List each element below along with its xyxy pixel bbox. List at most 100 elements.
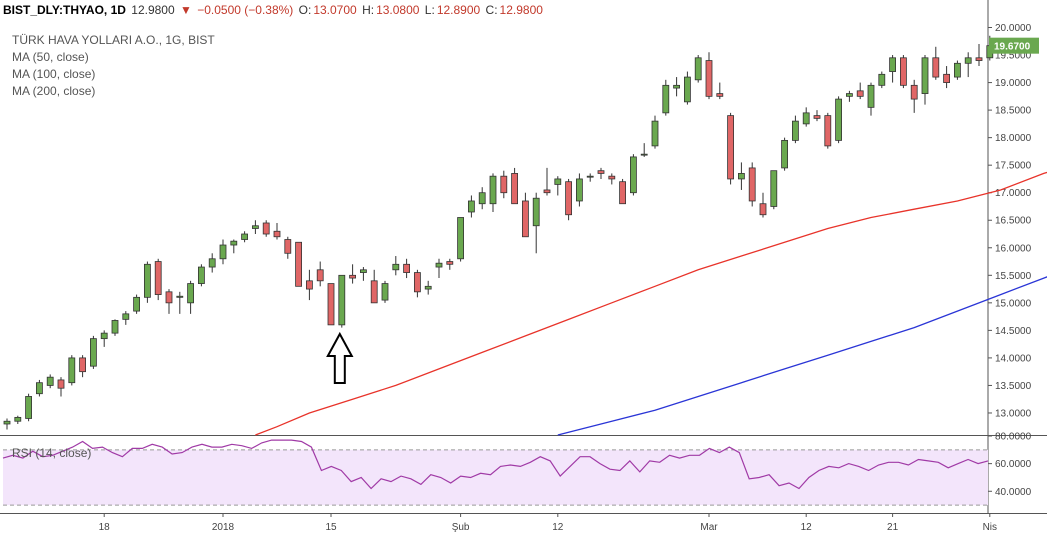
- candle: [835, 98, 842, 141]
- candle: [370, 280, 378, 304]
- candle: [792, 120, 799, 141]
- candle: [586, 175, 594, 178]
- down-arrow-icon: ▼: [180, 3, 192, 17]
- price-tick-label: 15.5000: [995, 271, 1032, 282]
- candle: [738, 173, 745, 180]
- candle: [133, 296, 141, 312]
- candle: [813, 115, 821, 119]
- candle: [932, 57, 940, 78]
- high-label: H:: [362, 3, 375, 17]
- candle: [543, 189, 551, 194]
- candle: [154, 261, 162, 295]
- time-tick-label: 12: [801, 522, 813, 533]
- candle: [143, 263, 151, 298]
- rsi-tick-label: 80.0000: [995, 432, 1032, 443]
- legend-ma100[interactable]: MA (100, close): [12, 67, 96, 81]
- candle: [262, 222, 270, 235]
- open-value: 13.0700: [313, 3, 357, 17]
- up-arrow-annotation: [326, 331, 354, 384]
- time-tick-label: 18: [99, 522, 111, 533]
- candle: [251, 225, 259, 229]
- price-change: −0.0500 (−0.38%): [197, 3, 294, 17]
- price-tick-label: 14.0000: [995, 353, 1032, 364]
- candle: [554, 178, 562, 185]
- candle: [349, 274, 357, 279]
- candle: [802, 112, 810, 125]
- close-label: C:: [485, 3, 498, 17]
- candle: [576, 178, 583, 202]
- candle: [489, 175, 497, 205]
- candle: [943, 73, 950, 83]
- high-value: 13.0800: [376, 3, 420, 17]
- candle: [824, 115, 832, 147]
- price-tick-label: 19.0000: [995, 78, 1032, 89]
- last-price-tag-label: 19.6700: [994, 42, 1031, 53]
- time-tick-label: 21: [887, 522, 899, 533]
- rsi-band: [3, 449, 988, 506]
- candle: [100, 332, 108, 340]
- candle: [716, 93, 724, 97]
- candle: [684, 76, 691, 103]
- price-tick-label: 18.5000: [995, 106, 1032, 117]
- low-value: 12.8900: [436, 3, 481, 17]
- legend-title: TÜRK HAVA YOLLARI A.O., 1G, BIST: [12, 33, 215, 47]
- symbol-label[interactable]: BIST_DLY:THYAO, 1D: [3, 3, 126, 17]
- candle: [413, 272, 421, 293]
- candle: [640, 153, 648, 156]
- candle: [910, 84, 918, 100]
- candle: [68, 357, 76, 384]
- candle: [3, 420, 11, 425]
- time-tick-label: 2018: [212, 522, 235, 533]
- candle: [381, 283, 389, 301]
- time-tick-label: 12: [552, 522, 564, 533]
- candle: [435, 262, 443, 268]
- candle: [327, 283, 335, 326]
- candle: [759, 203, 767, 216]
- indicator-legend: TÜRK HAVA YOLLARI A.O., 1G, BIST MA (50,…: [12, 32, 215, 100]
- legend-ma200[interactable]: MA (200, close): [12, 84, 96, 98]
- candle: [230, 240, 238, 246]
- candle: [424, 285, 432, 290]
- candle: [122, 313, 130, 320]
- time-tick-label: Nis: [983, 522, 997, 533]
- last-price: 12.9800: [131, 3, 175, 17]
- price-tick-label: 19.5000: [995, 51, 1032, 62]
- price-tick-label: 20.0000: [995, 23, 1032, 34]
- candle: [219, 244, 227, 260]
- candle: [392, 263, 400, 271]
- price-tick-label: 16.5000: [995, 216, 1032, 227]
- candle: [673, 84, 680, 89]
- candle: [748, 167, 756, 202]
- time-tick-label: Mar: [700, 522, 718, 533]
- candle: [597, 170, 605, 174]
- candle: [25, 396, 33, 419]
- candle: [651, 120, 659, 147]
- candle: [90, 338, 97, 367]
- price-tick-label: 17.5000: [995, 161, 1032, 172]
- price-tick-label: 14.5000: [995, 326, 1032, 337]
- candle: [781, 139, 788, 169]
- ma100-line: [557, 276, 1047, 436]
- rsi-legend[interactable]: RSI (14, close): [12, 446, 92, 460]
- candle: [46, 376, 54, 386]
- legend-ma50[interactable]: MA (50, close): [12, 50, 89, 64]
- candle: [511, 173, 519, 205]
- candle: [565, 181, 572, 216]
- candle: [900, 57, 907, 86]
- candle: [14, 416, 22, 422]
- price-tick-label: 16.0000: [995, 243, 1032, 254]
- candle: [846, 93, 853, 97]
- candle: [284, 239, 292, 254]
- price-tick-label: 15.0000: [995, 298, 1032, 309]
- candle: [187, 283, 195, 304]
- price-tick-label: 18.0000: [995, 133, 1032, 144]
- candle: [36, 382, 43, 395]
- candle: [770, 170, 778, 207]
- candle: [467, 200, 475, 213]
- candle: [889, 57, 896, 72]
- price-pane: [3, 22, 988, 435]
- candle: [878, 73, 886, 86]
- price-tick-label: 17.0000: [995, 188, 1032, 199]
- rsi-line: [2, 439, 989, 490]
